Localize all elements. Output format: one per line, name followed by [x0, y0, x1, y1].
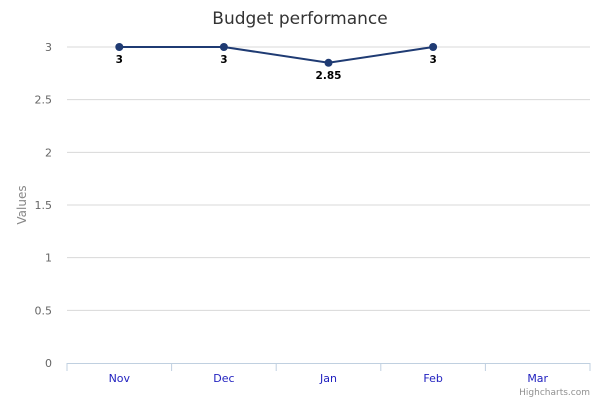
data-point-marker[interactable]: [219, 43, 228, 51]
y-tick-label: 1.5: [35, 199, 53, 212]
x-axis: Nov Dec Jan Feb Mar: [66, 363, 591, 385]
data-labels: 3 3 2.85 3: [116, 54, 437, 82]
data-label: 3: [116, 54, 123, 66]
y-tick-label: 1: [45, 252, 52, 265]
y-tick-label: 2.5: [35, 94, 53, 107]
y-tick-label: 2: [45, 146, 52, 159]
series-line: [119, 46, 434, 64]
x-tick-label: Dec: [213, 372, 234, 385]
data-point-marker[interactable]: [429, 43, 438, 51]
series-line-group: [115, 43, 438, 67]
y-axis-label: Values: [15, 185, 29, 224]
y-axis-ticks: 0 0.5 1 1.5 2 2.5 3: [35, 41, 53, 370]
data-point-marker[interactable]: [115, 43, 124, 51]
y-tick-label: 0: [45, 357, 52, 370]
x-tick-label: Nov: [109, 372, 131, 385]
data-label: 3: [220, 54, 227, 66]
x-tick-label: Mar: [527, 372, 548, 385]
chart-title: Budget performance: [212, 9, 387, 29]
x-tick-label: Feb: [423, 372, 442, 385]
data-label: 2.85: [316, 70, 342, 82]
y-tick-label: 0.5: [35, 304, 53, 317]
grid-lines: [67, 46, 590, 311]
data-point-marker[interactable]: [324, 58, 333, 67]
credits-link[interactable]: Highcharts.com: [519, 388, 590, 398]
y-tick-label: 3: [45, 41, 52, 54]
x-tick-label: Jan: [319, 372, 337, 385]
data-label: 3: [429, 54, 436, 66]
